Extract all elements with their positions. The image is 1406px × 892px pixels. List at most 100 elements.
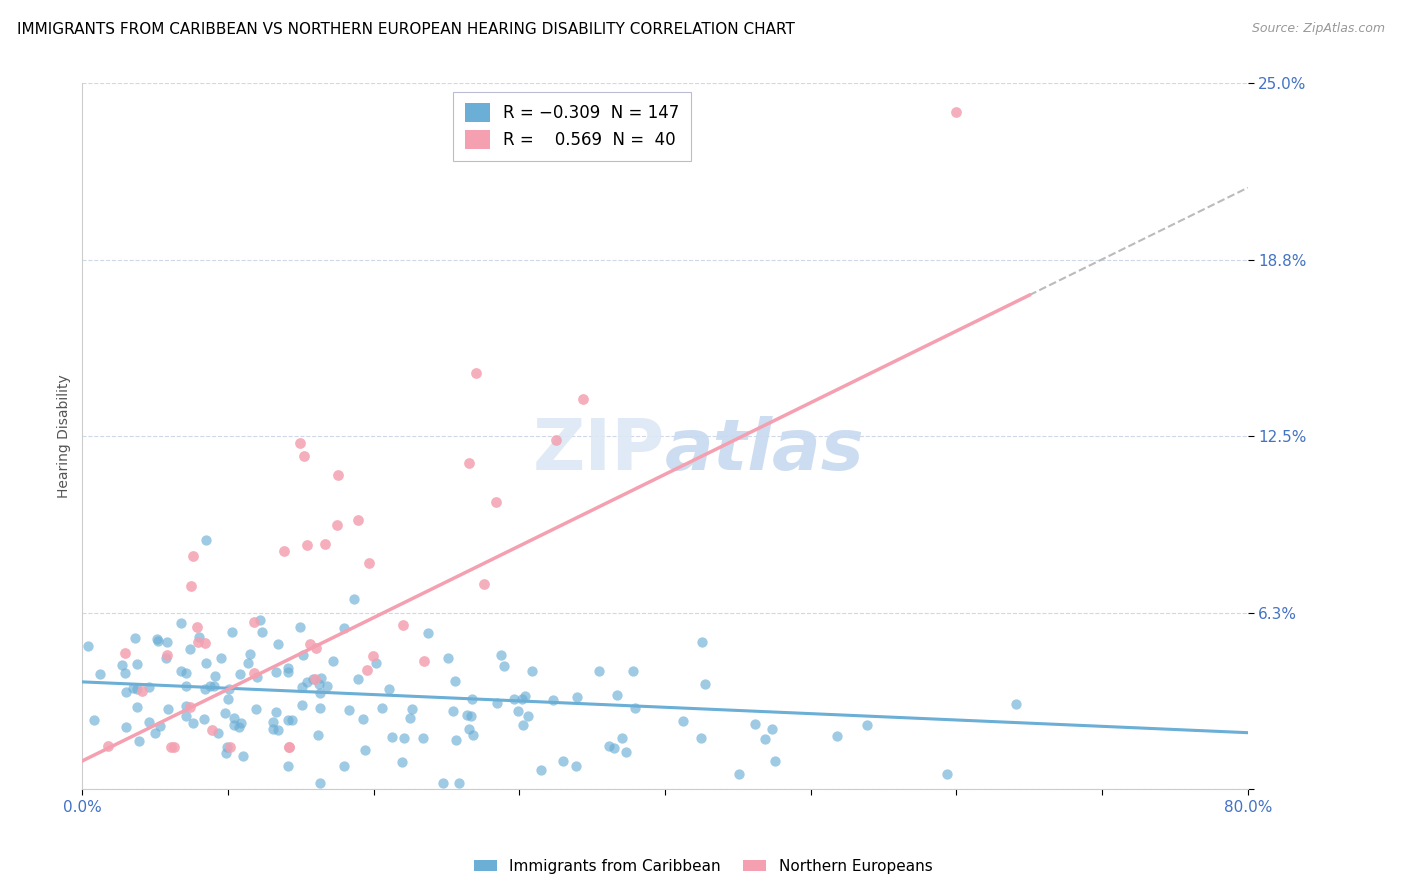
Point [391, 756, 413, 770]
Text: atlas: atlas [665, 416, 865, 485]
Point [221, 624, 243, 639]
Point [458, 456, 481, 470]
Point [115, 685, 138, 699]
Point [412, 731, 434, 746]
Point [277, 665, 299, 679]
Point [520, 664, 543, 678]
Point [1004, 697, 1026, 711]
Point [229, 667, 252, 681]
Point [465, 366, 488, 380]
Point [228, 720, 250, 734]
Point [291, 680, 314, 694]
Point [193, 712, 215, 726]
Point [472, 577, 495, 591]
Point [288, 435, 311, 450]
Point [209, 651, 232, 665]
Point [239, 647, 262, 661]
Point [122, 681, 145, 695]
Point [77, 639, 100, 653]
Point [294, 450, 316, 464]
Point [546, 433, 568, 447]
Point [513, 690, 536, 704]
Point [174, 666, 197, 681]
Point [512, 718, 534, 732]
Point [352, 712, 374, 726]
Point [444, 673, 467, 688]
Point [181, 549, 204, 563]
Point [236, 656, 259, 670]
Point [606, 688, 628, 702]
Point [316, 679, 339, 693]
Point [278, 739, 301, 754]
Point [603, 740, 626, 755]
Point [572, 392, 595, 406]
Point [309, 671, 332, 685]
Point [598, 739, 620, 753]
Point [728, 767, 751, 781]
Point [170, 664, 193, 678]
Point [460, 709, 482, 723]
Point [541, 692, 564, 706]
Point [392, 731, 415, 746]
Point [146, 632, 169, 646]
Point [337, 703, 360, 717]
Point [143, 726, 166, 740]
Legend: Immigrants from Caribbean, Northern Europeans: Immigrants from Caribbean, Northern Euro… [468, 853, 938, 880]
Point [690, 731, 713, 746]
Point [935, 766, 957, 780]
Point [357, 556, 380, 570]
Point [232, 748, 254, 763]
Point [160, 739, 183, 754]
Point [277, 661, 299, 675]
Point [179, 642, 201, 657]
Point [754, 731, 776, 746]
Point [218, 681, 240, 696]
Point [416, 625, 439, 640]
Point [295, 538, 318, 552]
Point [825, 729, 848, 743]
Point [264, 706, 287, 720]
Point [249, 613, 271, 627]
Point [401, 701, 423, 715]
Point [378, 681, 401, 696]
Point [83, 714, 105, 728]
Point [460, 692, 482, 706]
Point [432, 776, 454, 790]
Point [565, 758, 588, 772]
Point [624, 700, 647, 714]
Point [588, 664, 610, 678]
Point [156, 702, 179, 716]
Point [245, 702, 267, 716]
Point [180, 579, 202, 593]
Point [245, 670, 267, 684]
Y-axis label: Hearing Disability: Hearing Disability [58, 375, 72, 498]
Point [485, 495, 508, 509]
Point [186, 619, 208, 633]
Point [690, 634, 713, 648]
Point [202, 679, 225, 693]
Point [529, 764, 551, 778]
Point [333, 621, 356, 635]
Point [347, 513, 370, 527]
Point [322, 655, 344, 669]
Point [356, 663, 378, 677]
Point [446, 733, 468, 747]
Point [744, 717, 766, 731]
Point [288, 619, 311, 633]
Point [855, 717, 877, 731]
Legend: R = −0.309  N = 147, R =    0.569  N =  40: R = −0.309 N = 147, R = 0.569 N = 40 [453, 92, 690, 161]
Point [194, 636, 217, 650]
Point [146, 634, 169, 648]
Point [174, 699, 197, 714]
Point [114, 646, 136, 660]
Point [567, 690, 589, 705]
Point [612, 731, 634, 745]
Point [193, 681, 215, 696]
Point [461, 728, 484, 742]
Point [250, 625, 273, 640]
Point [281, 713, 304, 727]
Point [194, 533, 217, 547]
Point [489, 648, 512, 663]
Point [277, 713, 299, 727]
Point [149, 719, 172, 733]
